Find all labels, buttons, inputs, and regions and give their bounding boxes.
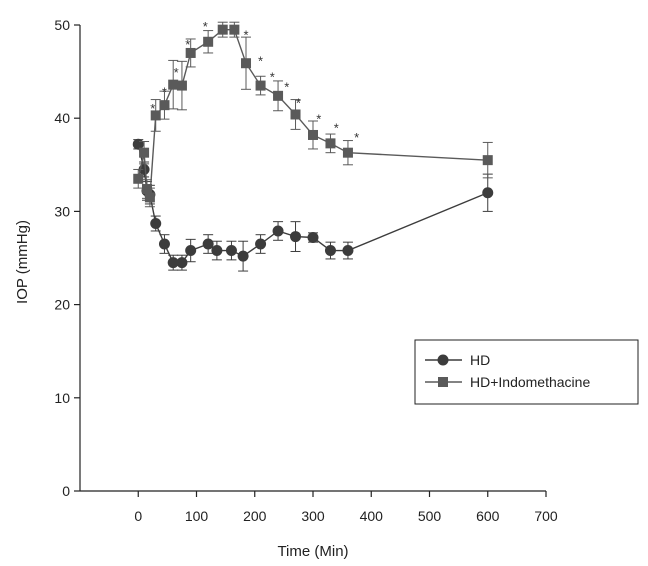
- significance-asterisk: *: [296, 96, 301, 111]
- data-point: [211, 245, 223, 257]
- significance-markers: * * * * * * * * * * * * *: [150, 19, 359, 145]
- data-point: [167, 257, 179, 269]
- series-hd-indomethacine: [133, 21, 493, 208]
- data-point: [176, 257, 188, 269]
- data-point: [229, 24, 240, 35]
- plot-area: * * * * * * * * * * * * *: [132, 19, 494, 272]
- data-point: [273, 90, 284, 101]
- data-point: [272, 225, 284, 237]
- significance-asterisk: *: [150, 101, 155, 116]
- significance-asterisk: *: [316, 111, 321, 126]
- data-point: [482, 187, 494, 199]
- data-point: [255, 80, 266, 91]
- significance-asterisk: *: [354, 130, 359, 145]
- data-point: [141, 184, 152, 195]
- y-tick-label: 20: [54, 297, 70, 313]
- data-point: [202, 238, 214, 250]
- data-point: [168, 79, 179, 90]
- data-point: [342, 245, 354, 257]
- data-point: [150, 218, 162, 230]
- x-tick-label: 300: [301, 508, 325, 524]
- y-axis-title: IOP (mmHg): [14, 220, 31, 304]
- x-axis-title: Time (Min): [277, 543, 348, 560]
- data-point: [176, 80, 187, 91]
- legend-hd-label: HD: [470, 352, 490, 368]
- data-point: [308, 129, 318, 140]
- x-ticks: 0 100 200 300 400 500 600 700: [134, 491, 558, 524]
- y-tick-label: 40: [54, 110, 70, 126]
- data-point: [150, 110, 161, 121]
- data-point: [133, 173, 144, 184]
- data-point: [241, 58, 252, 69]
- significance-asterisk: *: [174, 65, 179, 80]
- data-point: [325, 138, 336, 149]
- data-point: [203, 36, 214, 47]
- data-point: [342, 147, 353, 158]
- x-tick-label: 100: [185, 508, 209, 524]
- data-point: [139, 147, 150, 158]
- significance-asterisk: *: [270, 69, 275, 84]
- significance-asterisk: *: [185, 37, 190, 52]
- legend-indo-marker: [438, 377, 448, 387]
- data-point: [158, 238, 170, 250]
- significance-asterisk: *: [284, 80, 289, 95]
- significance-asterisk: *: [203, 19, 208, 34]
- significance-asterisk: *: [243, 28, 248, 43]
- y-ticks: 0 10 20 30 40 50: [54, 17, 80, 499]
- x-tick-label: 200: [243, 508, 267, 524]
- series-hd: [132, 138, 494, 272]
- data-point: [290, 109, 301, 120]
- significance-asterisk: *: [258, 54, 263, 69]
- data-point: [255, 238, 267, 250]
- data-point: [144, 192, 155, 203]
- legend-frame: [414, 339, 639, 405]
- data-point: [185, 47, 196, 58]
- x-tick-label: 600: [476, 508, 500, 524]
- data-point: [159, 100, 170, 111]
- x-tick-label: 500: [418, 508, 442, 524]
- data-point: [324, 245, 336, 257]
- data-point: [290, 231, 302, 243]
- legend-indo-label: HD+Indomethacine: [470, 374, 590, 390]
- significance-asterisk: *: [334, 121, 339, 136]
- y-tick-label: 50: [54, 17, 70, 33]
- data-point: [225, 245, 237, 257]
- legend: HD HD+Indomethacine: [414, 339, 639, 405]
- data-point: [307, 231, 319, 243]
- legend-hd-marker: [437, 354, 449, 366]
- data-point: [185, 245, 197, 257]
- y-tick-label: 30: [54, 203, 70, 219]
- data-point: [217, 24, 228, 35]
- data-point: [482, 155, 493, 166]
- data-point: [237, 250, 249, 262]
- x-tick-label: 400: [360, 508, 384, 524]
- y-tick-label: 0: [62, 483, 70, 499]
- x-tick-label: 0: [134, 508, 142, 524]
- significance-asterisk: *: [162, 84, 167, 99]
- x-tick-label: 700: [534, 508, 558, 524]
- y-tick-label: 10: [54, 390, 70, 406]
- axes: 0 10 20 30 40 50 0 100 200 300 400 500 600 700: [54, 17, 557, 524]
